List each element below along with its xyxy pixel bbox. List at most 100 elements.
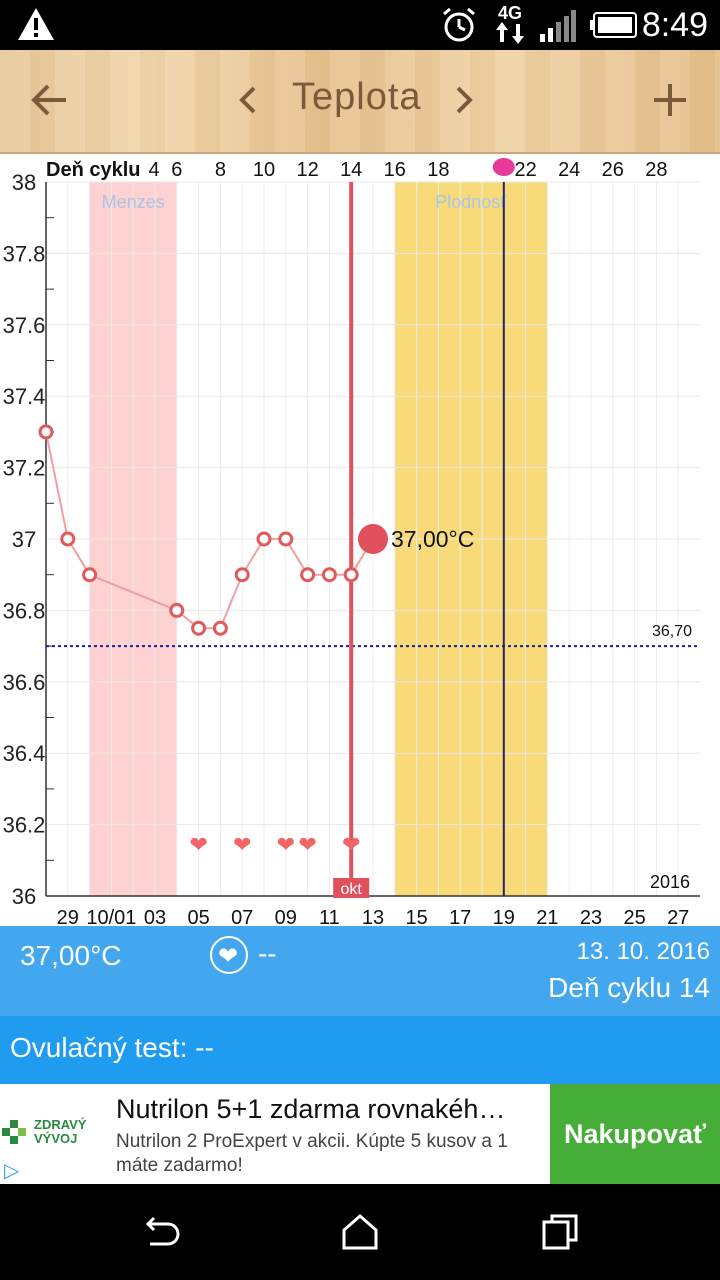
status-time: 8:49 xyxy=(641,6,708,44)
current-point[interactable] xyxy=(358,524,388,554)
network-arrows-icon: 4G xyxy=(494,4,526,48)
y-tick-label: 36 xyxy=(12,884,36,909)
y-tick-label: 36.4 xyxy=(3,741,46,766)
chevron-left-icon[interactable] xyxy=(236,80,260,120)
selected-date: 13. 10. 2016 xyxy=(576,938,710,965)
top-tick-label: 6 xyxy=(171,159,182,181)
bottom-tick-label: 10/01 xyxy=(86,907,136,926)
intercourse-button[interactable]: ❤ xyxy=(210,936,248,974)
bottom-tick-label: 07 xyxy=(231,907,253,926)
bottom-tick-label: 21 xyxy=(536,907,558,926)
current-temperature: 37,00°C xyxy=(20,940,122,971)
intercourse-value: -- xyxy=(258,938,277,969)
top-tick-label: 14 xyxy=(340,159,362,181)
network-label: 4G xyxy=(497,3,522,23)
page-title: Teplota xyxy=(292,76,422,118)
status-bar: 4G 8:49 xyxy=(0,0,720,50)
data-point[interactable] xyxy=(169,602,185,618)
ad-logo-line-2: VÝVOJ xyxy=(34,1131,78,1146)
bottom-tick-label: 23 xyxy=(580,907,602,926)
bottom-tick-label: 19 xyxy=(493,907,515,926)
year-label: 2016 xyxy=(650,872,690,892)
ad-description[interactable]: Nutrilon 2 ProExpert v akcii. Kúpte 5 ku… xyxy=(116,1131,508,1176)
y-tick-label: 36.2 xyxy=(3,813,46,838)
heart-icon: ❤ xyxy=(342,832,360,857)
top-axis-label: Deň cyklu xyxy=(46,159,140,181)
y-tick-label: 37 xyxy=(12,527,36,552)
bottom-tick-label: 17 xyxy=(449,907,471,926)
home-nav-icon[interactable] xyxy=(342,1212,378,1252)
top-tick-label: 10 xyxy=(253,159,275,181)
ad-cta-button[interactable]: Nakupovať xyxy=(550,1084,720,1184)
top-tick-label: 26 xyxy=(602,159,624,181)
data-point[interactable] xyxy=(82,567,98,583)
heart-icon: ❤ xyxy=(298,832,316,857)
bottom-tick-label: 03 xyxy=(144,907,166,926)
wood-texture xyxy=(0,50,720,152)
data-point[interactable] xyxy=(256,531,272,547)
month-marker-label: okt xyxy=(341,881,363,898)
top-tick-label: 18 xyxy=(427,159,449,181)
zone-label-0: Menzes xyxy=(102,192,165,212)
warning-icon xyxy=(18,8,54,40)
y-tick-label: 37.4 xyxy=(3,384,46,409)
heart-icon: ❤ xyxy=(233,832,251,857)
zdravy-vyvoj-logo xyxy=(2,1120,26,1144)
baseline-label: 36,70 xyxy=(652,623,692,640)
info-panel: 37,00°C ❤ -- 13. 10. 2016 Deň cyklu 14 xyxy=(0,926,720,1016)
alarm-icon xyxy=(443,7,475,42)
data-point[interactable] xyxy=(343,567,359,583)
ad-title[interactable]: Nutrilon 5+1 zdarma rovnakéh… xyxy=(116,1094,506,1124)
signal-icon xyxy=(540,10,576,42)
bottom-tick-label: 27 xyxy=(667,907,689,926)
data-point[interactable] xyxy=(60,531,76,547)
recents-nav-icon[interactable] xyxy=(542,1212,578,1252)
ad-banner[interactable]: ZDRAVÝ VÝVOJ ▷ Nutrilon 5+1 zdarma rovna… xyxy=(0,1084,720,1184)
top-tick-label: 28 xyxy=(645,159,667,181)
chart-svg[interactable]: Menzes Plodnosť 38 37.8 37.6 37.4 37.2 37 36.8 36… xyxy=(0,154,720,926)
top-tick-label: 24 xyxy=(558,159,580,181)
top-tick-label: 22 xyxy=(514,159,536,181)
top-tick-label: 8 xyxy=(215,159,226,181)
top-tick-label: 16 xyxy=(384,159,406,181)
bottom-tick-label: 15 xyxy=(405,907,427,926)
bottom-tick-label: 05 xyxy=(187,907,209,926)
data-point[interactable] xyxy=(212,620,228,636)
ad-logo-line-1: ZDRAVÝ xyxy=(34,1117,87,1132)
y-tick-label: 37.6 xyxy=(3,313,46,338)
current-value-label: 37,00°C xyxy=(391,526,474,552)
y-tick-label: 36.6 xyxy=(3,670,46,695)
battery-icon xyxy=(590,12,637,38)
heart-icon: ❤ xyxy=(277,832,295,857)
chevron-right-icon[interactable] xyxy=(452,80,476,120)
adchoices-icon[interactable]: ▷ xyxy=(4,1160,20,1182)
bottom-tick-label: 29 xyxy=(57,907,79,926)
ad-logo-text: ZDRAVÝ VÝVOJ xyxy=(34,1118,86,1146)
data-point[interactable] xyxy=(321,567,337,583)
back-arrow-icon[interactable] xyxy=(30,80,70,120)
ovulation-marker-icon xyxy=(492,158,515,176)
ovulation-test-label: Ovulačný test: -- xyxy=(10,1032,214,1063)
toolbar: Teplota xyxy=(0,50,720,154)
bottom-tick-label: 11 xyxy=(319,907,340,926)
top-tick-label: 4 xyxy=(148,159,159,181)
data-point[interactable] xyxy=(278,531,294,547)
bottom-tick-label: 25 xyxy=(623,907,645,926)
plus-icon[interactable] xyxy=(650,80,690,120)
temperature-chart[interactable]: Menzes Plodnosť 38 37.8 37.6 37.4 37.2 37 36.8 36… xyxy=(0,154,720,926)
system-nav-bar xyxy=(0,1184,720,1280)
back-nav-icon[interactable] xyxy=(140,1212,180,1252)
ovulation-test-row[interactable]: Ovulačný test: -- xyxy=(0,1016,720,1084)
y-tick-label: 37.8 xyxy=(3,241,46,266)
data-point[interactable] xyxy=(300,567,316,583)
y-tick-label: 36.8 xyxy=(3,598,46,623)
data-point[interactable] xyxy=(38,424,54,440)
top-tick-label: 12 xyxy=(296,159,318,181)
zone-label-1: Plodnosť xyxy=(435,192,507,212)
bottom-tick-label: 09 xyxy=(275,907,297,926)
data-point[interactable] xyxy=(191,620,207,636)
data-point[interactable] xyxy=(234,567,250,583)
cycle-day: Deň cyklu 14 xyxy=(548,972,710,1003)
heart-icon: ❤ xyxy=(218,943,239,970)
bottom-tick-label: 13 xyxy=(362,907,384,926)
